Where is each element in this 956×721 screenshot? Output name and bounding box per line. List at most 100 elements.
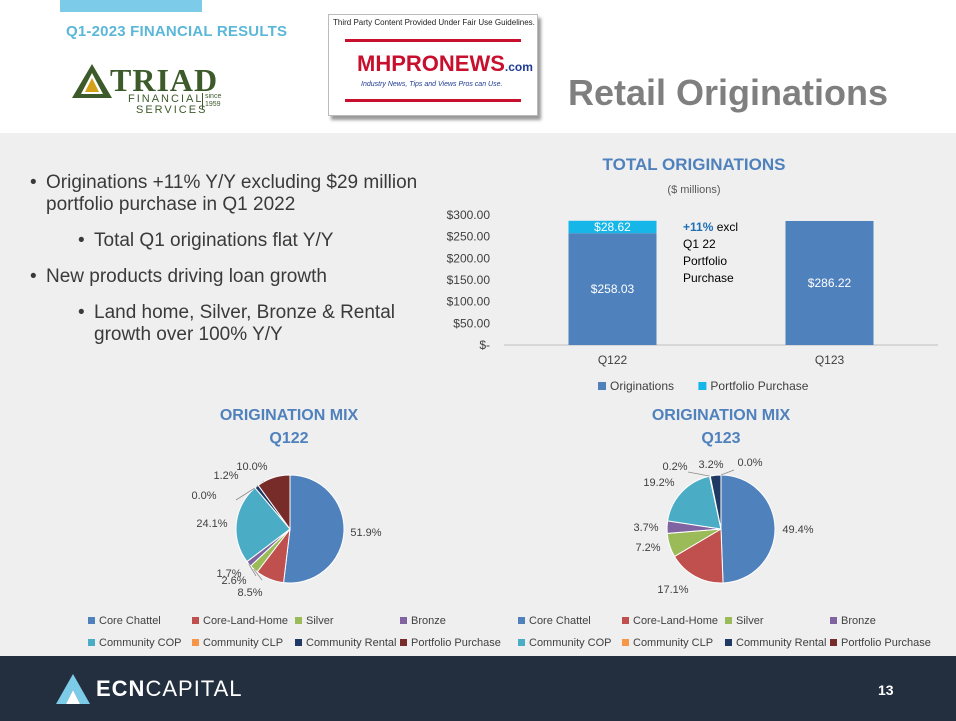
pie-data-label: 0.0% [191,490,216,502]
legend-label: Core Chattel [529,615,591,627]
legend-label: Community COP [99,637,182,649]
legend-swatch [518,639,525,646]
fair-use-note: Third Party Content Provided Under Fair … [333,18,535,27]
legend-swatch [830,617,837,624]
pie-slice [720,474,776,584]
label-leader-line [720,469,735,476]
bullet-item: New products driving loan growth [30,266,430,288]
x-tick-label: Q123 [815,353,845,367]
ecn-mark-icon [56,674,90,704]
legend-label: Community COP [529,637,612,649]
legend-label: Originations [610,379,674,393]
legend-label: Portfolio Purchase [411,637,501,649]
legend-swatch [400,617,407,624]
origination-mix-q122-chart: ORIGINATION MIX Q122 51.9% 8.5%2.6%1.7% 24.1… [88,407,501,649]
legend-label: Community Rental [306,637,396,649]
pie-data-label: 17.1% [657,584,688,596]
legend-swatch [400,639,407,646]
mhpronews-badge: Third Party Content Provided Under Fair … [328,14,538,116]
legend-swatch [622,639,629,646]
bullet-item: Originations +11% Y/Y excluding $29 mill… [30,172,430,216]
legend-label: Community CLP [203,637,283,649]
legend-swatch [518,617,525,624]
page-title: Retail Originations [568,72,889,113]
pie-data-label: 51.9% [350,527,381,539]
annotation-line: Purchase [683,271,734,285]
legend-swatch [192,617,199,624]
legend-label: Core-Land-Home [633,615,718,627]
mhpronews-part-b: NEWS [438,51,505,76]
legend-swatch [725,617,732,624]
chart-title: ORIGINATION MIX [652,407,791,424]
pie-data-label: 2.6% [221,575,246,587]
legend-label: Bronze [411,615,446,627]
accent-bar [60,0,202,12]
label-leader-line [253,568,263,581]
chart-title: TOTAL ORIGINATIONS [603,155,786,174]
ecn-capital-logo: ECNCAPITAL [56,672,256,706]
bar-data-label: $28.62 [594,220,631,234]
legend-swatch [598,382,606,390]
legend-swatch [830,639,837,646]
chart-subtitle: Q122 [269,430,308,447]
pie-data-label: 8.5% [237,587,262,599]
pie-slice [283,474,345,584]
legend-label: Community Rental [736,637,826,649]
pie-data-label: 1.2% [213,470,238,482]
y-tick-label: $300.00 [447,208,491,222]
pie-slice [709,474,722,530]
bullet-item: Total Q1 originations flat Y/Y [78,230,430,252]
legend-label: Silver [736,615,764,627]
bullet-list: Originations +11% Y/Y excluding $29 mill… [30,172,430,360]
triad-line2: SERVICES [136,104,208,116]
triad-logo: TRIAD FINANCIAL SERVICES since 1959 [70,60,240,116]
pie-slice [667,475,722,530]
y-tick-label: $- [479,338,490,352]
slide-footer [0,656,956,721]
total-originations-chart: TOTAL ORIGINATIONS ($ millions) $- $50.00 $1… [447,155,938,393]
pie-data-label: 1.7% [216,568,241,580]
legend-label: Portfolio Purchase [841,637,931,649]
origination-mix-q123-chart: ORIGINATION MIX Q123 49.4% 17.1% 7.2% 3.7% 19.… [518,407,931,649]
legend-label: Core Chattel [99,615,161,627]
pie-data-label: 7.2% [635,542,660,554]
pie-data-label: 24.1% [196,518,227,530]
chart-title: ORIGINATION MIX [220,407,359,424]
bar-segment [568,233,657,345]
pie-slice [235,487,291,563]
annotation-rest: excl [713,220,738,234]
legend-label: Bronze [841,615,876,627]
legend-swatch [295,617,302,624]
legend-label: Community CLP [633,637,713,649]
annotation-highlight: +11% [683,220,714,234]
legend-label: Core-Land-Home [203,615,288,627]
pie-data-label: 0.0% [737,457,762,469]
bar-data-label: $286.22 [808,276,852,290]
chart-subtitle: Q123 [701,430,740,447]
pie-data-label: 3.7% [633,522,658,534]
y-tick-label: $50.00 [453,316,490,330]
legend-swatch [88,617,95,624]
label-leader-line [248,563,257,577]
badge-rule-top [345,39,521,42]
pie-slice [673,528,724,584]
legend-swatch [622,617,629,624]
triad-since-year: 1959 [205,101,221,108]
pie-data-label: 10.0% [236,461,267,473]
mhpronews-part-c: .com [504,60,533,74]
legend-swatch [88,639,95,646]
mhpronews-wordmark: MHPRONEWS.com [357,51,533,77]
annotation-line: Portfolio [683,254,727,268]
bar-data-label: $258.03 [591,282,635,296]
triad-mark-icon [72,64,112,98]
pie-data-label: 0.2% [662,461,687,473]
x-tick-label: Q122 [598,353,628,367]
y-tick-label: $150.00 [447,273,491,287]
pie-slice [257,474,291,531]
bar-segment [785,220,874,345]
pie-data-label: 49.4% [782,524,813,536]
label-leader-line [235,487,256,501]
y-tick-label: $250.00 [447,230,491,244]
mhpronews-tagline: Industry News, Tips and Views Pros can U… [361,81,503,88]
legend-swatch [295,639,302,646]
